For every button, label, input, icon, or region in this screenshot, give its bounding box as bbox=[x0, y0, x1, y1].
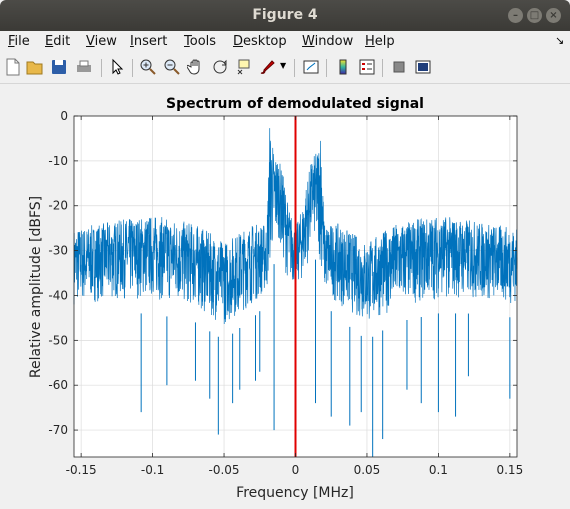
maximize-button[interactable]: □ bbox=[527, 8, 542, 23]
insert-colorbar-icon[interactable] bbox=[334, 58, 352, 76]
spectrum-chart[interactable]: -0.15 -0.1 -0.05 0 0.05 0.1 0.15 0 -10 -20 -30 -40 -… bbox=[0, 84, 570, 505]
pan-hand-icon[interactable] bbox=[187, 58, 205, 76]
menu-view[interactable]: View bbox=[86, 34, 117, 49]
data-cursor-icon[interactable] bbox=[235, 58, 253, 76]
x-tick-label: -0.1 bbox=[141, 463, 164, 477]
figure-canvas: -0.15 -0.1 -0.05 0 0.05 0.1 0.15 0 -10 -20 -30 -40 -… bbox=[0, 84, 570, 505]
open-file-icon[interactable] bbox=[26, 58, 44, 76]
menu-insert[interactable]: Insert bbox=[130, 34, 168, 49]
x-tick-label: 0.05 bbox=[354, 463, 381, 477]
x-tick-label: -0.15 bbox=[66, 463, 97, 477]
show-plot-tools-icon[interactable] bbox=[414, 58, 432, 76]
zoom-in-icon[interactable] bbox=[139, 58, 157, 76]
x-axis-label: Frequency [MHz] bbox=[236, 485, 354, 501]
brush-icon[interactable] bbox=[258, 58, 276, 76]
dock-arrow-icon[interactable]: ↘ bbox=[555, 34, 565, 47]
y-tick-label: -10 bbox=[48, 154, 68, 168]
hide-plot-tools-icon[interactable] bbox=[390, 58, 408, 76]
menu-help[interactable]: Help bbox=[365, 34, 395, 49]
window-titlebar: Figure 4 – □ × bbox=[0, 0, 570, 31]
y-tick-label: -60 bbox=[48, 378, 68, 392]
y-tick-label: -40 bbox=[48, 288, 68, 302]
y-tick-label: 0 bbox=[60, 109, 68, 123]
link-plot-icon[interactable] bbox=[302, 58, 320, 76]
new-figure-icon[interactable] bbox=[4, 58, 22, 76]
figure-toolbar: ▼ bbox=[0, 53, 570, 84]
save-icon[interactable] bbox=[50, 58, 68, 76]
chart-title: Spectrum of demodulated signal bbox=[166, 96, 424, 112]
menu-tools[interactable]: Tools bbox=[184, 34, 217, 49]
y-axis-label: Relative amplitude [dBFS] bbox=[28, 196, 44, 378]
menu-bar: File Edit View Insert Tools Desktop Wind… bbox=[0, 31, 570, 53]
menu-window[interactable]: Window bbox=[302, 34, 354, 49]
x-tick-label: -0.05 bbox=[209, 463, 240, 477]
minimize-button[interactable]: – bbox=[508, 8, 523, 23]
x-tick-label: 0 bbox=[292, 463, 300, 477]
menu-desktop[interactable]: Desktop bbox=[233, 34, 287, 49]
y-tick-label: -30 bbox=[48, 244, 68, 258]
zoom-out-icon[interactable] bbox=[163, 58, 181, 76]
print-icon[interactable] bbox=[75, 58, 93, 76]
rotate-3d-icon[interactable] bbox=[211, 58, 229, 76]
y-tick-label: -70 bbox=[48, 423, 68, 437]
close-button[interactable]: × bbox=[546, 8, 561, 23]
y-tick-label: -20 bbox=[48, 199, 68, 213]
insert-legend-icon[interactable] bbox=[358, 58, 376, 76]
menu-edit[interactable]: Edit bbox=[45, 34, 71, 49]
y-tick-label: -50 bbox=[48, 333, 68, 347]
menu-file[interactable]: File bbox=[8, 34, 30, 49]
brush-dropdown-icon[interactable]: ▼ bbox=[280, 61, 287, 70]
window-title: Figure 4 bbox=[252, 7, 318, 23]
select-arrow-icon[interactable] bbox=[108, 58, 126, 76]
x-tick-label: 0.15 bbox=[496, 463, 523, 477]
x-tick-label: 0.1 bbox=[429, 463, 448, 477]
